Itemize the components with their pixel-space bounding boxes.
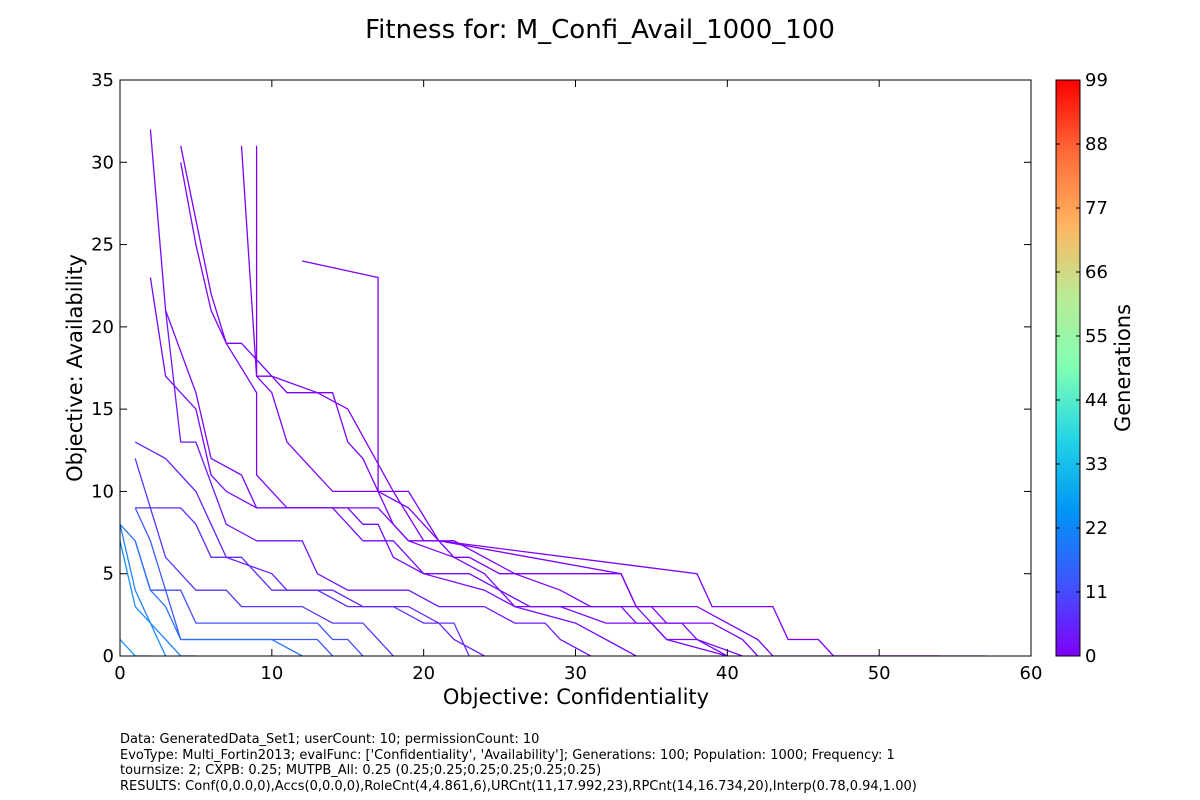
x-axis-label: Objective: Confidentiality [443,685,709,709]
series-line-gen-24-14 [120,524,196,656]
colorbar-label: Generations [1111,304,1135,432]
series-line-gen-22-13 [120,523,303,656]
x-tick-label: 0 [114,663,125,684]
y-tick-label: 20 [91,317,114,338]
footer-line-params: tournsize: 2; CXPB: 0.25; MUTPB_All: 0.2… [120,763,602,778]
series-line-gen-1-3 [180,145,743,656]
series-line-gen-2-4 [180,162,728,656]
series-line-gen-0-0 [302,260,986,656]
colorbar-tick-label: 22 [1085,518,1108,539]
series-layer [120,129,986,656]
x-tick-label: 20 [412,663,435,684]
footer-line-evotype: EvoType: Multi_Fortin2013; evalFunc: ['C… [120,747,895,763]
x-tick-label: 60 [1020,663,1043,684]
y-axis: 0 5 10 15 20 25 30 35 [91,70,1031,667]
y-tick-label: 15 [91,399,114,420]
colorbar [1055,79,1081,657]
run-info: Data: GeneratedData_Set1; userCount: 10;… [120,732,917,794]
x-axis: 0 10 20 30 40 50 60 [114,80,1042,684]
series-line-gen-3-5 [149,129,728,656]
colorbar-tick-label: 44 [1085,390,1108,411]
y-tick-label: 30 [91,152,114,173]
series-line-gen-6-7 [164,310,592,656]
y-tick-label: 35 [91,70,114,91]
colorbar-tick-label: 99 [1085,70,1108,91]
y-tick-label: 25 [91,235,114,256]
series-line-gen-26-15 [120,540,167,656]
series-line-gen-10-9 [135,507,470,656]
colorbar-tick-label: 88 [1085,134,1108,155]
footer-line-results: RESULTS: Conf(0,0.0,0),Accs(0,0.0,0),Rol… [120,778,917,794]
x-tick-label: 10 [260,663,283,684]
series-line-gen-1-2 [240,145,759,656]
series-line-gen-0-1 [255,145,940,656]
chart-title: Fitness for: M_Confi_Avail_1000_100 [365,15,835,45]
colorbar-tick-label: 33 [1085,454,1108,475]
series-line-gen-16-11 [134,540,364,656]
y-axis-label: Objective: Availability [63,254,87,482]
y-tick-label: 0 [103,646,114,667]
x-tick-label: 40 [716,663,739,684]
series-line-gen-12-10 [134,458,394,656]
y-tick-label: 10 [91,481,114,502]
colorbar-tick-label: 11 [1085,582,1108,603]
colorbar-tick-label: 55 [1085,326,1108,347]
colorbar-tick-label: 0 [1085,646,1096,667]
series-line-gen-8-8 [134,441,485,656]
colorbar-tick-label: 77 [1085,198,1108,219]
x-tick-label: 50 [868,663,891,684]
x-tick-label: 30 [564,663,587,684]
series-line-gen-28-16 [120,639,151,656]
series-line-gen-4-6 [149,277,637,656]
footer-line-data: Data: GeneratedData_Set1; userCount: 10;… [120,732,540,747]
series-line-gen-18-12 [134,507,334,656]
chart: Fitness for: M_Confi_Avail_1000_100 0 10 2… [63,15,1135,709]
colorbar-tick-label: 66 [1085,262,1108,283]
y-tick-label: 5 [103,564,114,585]
colorbar-axis: 0 11 22 33 44 55 66 77 88 99 [1056,70,1108,667]
